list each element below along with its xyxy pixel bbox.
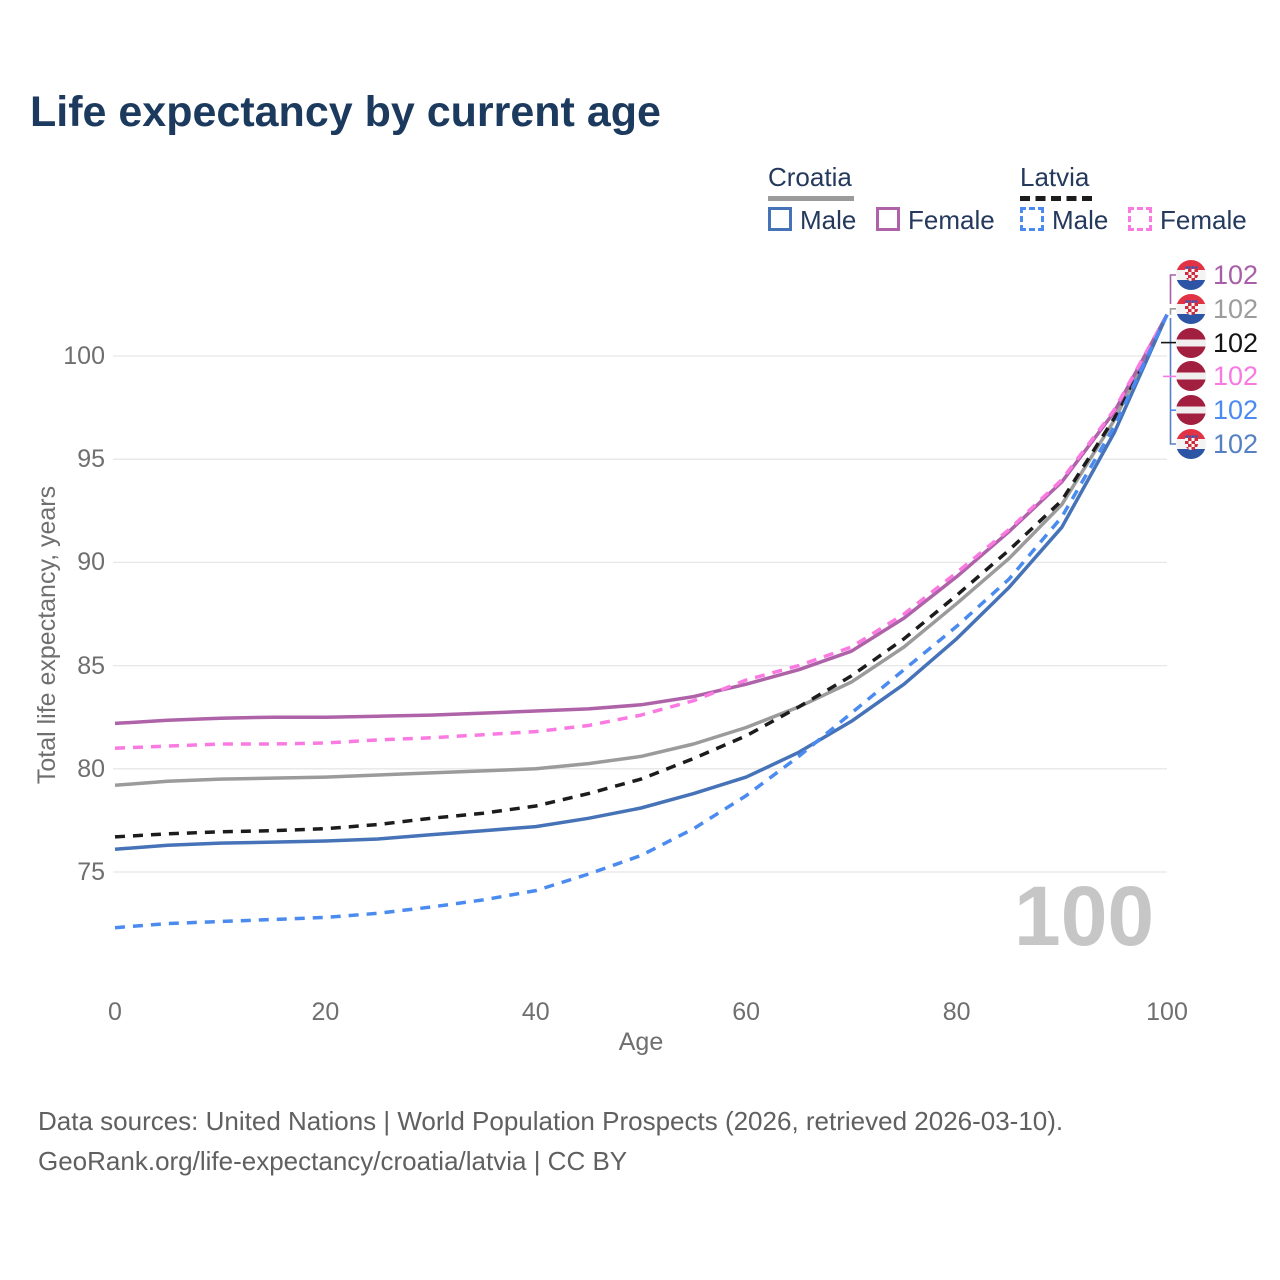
- latvia-flag-icon: [1176, 395, 1206, 426]
- x-tick-label: 80: [942, 998, 971, 1026]
- x-tick-label: 0: [108, 998, 122, 1026]
- end-label-connector: [1169, 318, 1176, 445]
- legend-country-latvia[interactable]: Latvia: [1020, 162, 1090, 192]
- end-value-latvia-male: 102: [1213, 395, 1259, 426]
- y-tick-label: 100: [63, 342, 105, 370]
- end-value-croatia-male: 102: [1213, 429, 1259, 459]
- y-tick-label: 75: [77, 858, 105, 886]
- legend-swatch-croatia-male[interactable]: [768, 207, 792, 231]
- latvia-flag-icon: [1176, 361, 1206, 392]
- x-tick-label: 20: [311, 998, 340, 1026]
- series-line-latvia_total: [114, 313, 1169, 839]
- end-value-latvia: 102: [1213, 327, 1259, 358]
- x-tick-label: 100: [1146, 998, 1188, 1026]
- x-tick-label: 40: [521, 998, 550, 1026]
- series-line-croatia_female: [114, 313, 1169, 726]
- legend-swatch-latvia-male[interactable]: [1020, 207, 1044, 231]
- end-value-croatia: 102: [1213, 293, 1259, 324]
- croatia-flag-icon: [1176, 293, 1206, 324]
- series-line-croatia_total: [114, 313, 1169, 788]
- legend-swatch-latvia-female[interactable]: [1128, 207, 1152, 231]
- page-title: Life expectancy by current age: [30, 88, 661, 136]
- x-axis-title: Age: [618, 1028, 664, 1056]
- legend-swatch-croatia-female[interactable]: [876, 207, 900, 231]
- legend-item-croatia-male[interactable]: Male: [800, 205, 857, 235]
- series-line-croatia_male: [114, 313, 1169, 852]
- footer-attribution: GeoRank.org/life-expectancy/croatia/latv…: [38, 1146, 628, 1176]
- series-line-latvia_male: [114, 313, 1169, 930]
- legend-item-latvia-male[interactable]: Male: [1052, 205, 1109, 235]
- croatia-flag-icon: [1176, 429, 1206, 459]
- legend-underline-croatia: [768, 196, 854, 201]
- y-tick-label: 80: [77, 754, 105, 783]
- croatia-flag-icon: [1176, 260, 1206, 290]
- legend-item-latvia-female[interactable]: Female: [1160, 205, 1247, 235]
- footer-sources: Data sources: United Nations | World Pop…: [38, 1106, 1064, 1136]
- legend-country-croatia[interactable]: Croatia: [768, 162, 852, 192]
- y-tick-label: 95: [77, 445, 105, 474]
- end-value-croatia-female: 102: [1213, 260, 1259, 290]
- latvia-flag-icon: [1176, 327, 1206, 358]
- end-value-latvia-female: 102: [1213, 361, 1259, 392]
- y-tick-label: 85: [77, 651, 105, 680]
- end-label-connector: [1169, 308, 1176, 315]
- legend-item-croatia-female[interactable]: Female: [908, 205, 995, 235]
- x-tick-label: 60: [732, 998, 761, 1026]
- series-line-latvia_female: [114, 313, 1169, 750]
- y-tick-label: 90: [77, 548, 105, 577]
- end-label-connector: [1169, 274, 1176, 304]
- legend-underline-latvia: [1020, 196, 1092, 201]
- age-watermark: 100: [1014, 869, 1155, 963]
